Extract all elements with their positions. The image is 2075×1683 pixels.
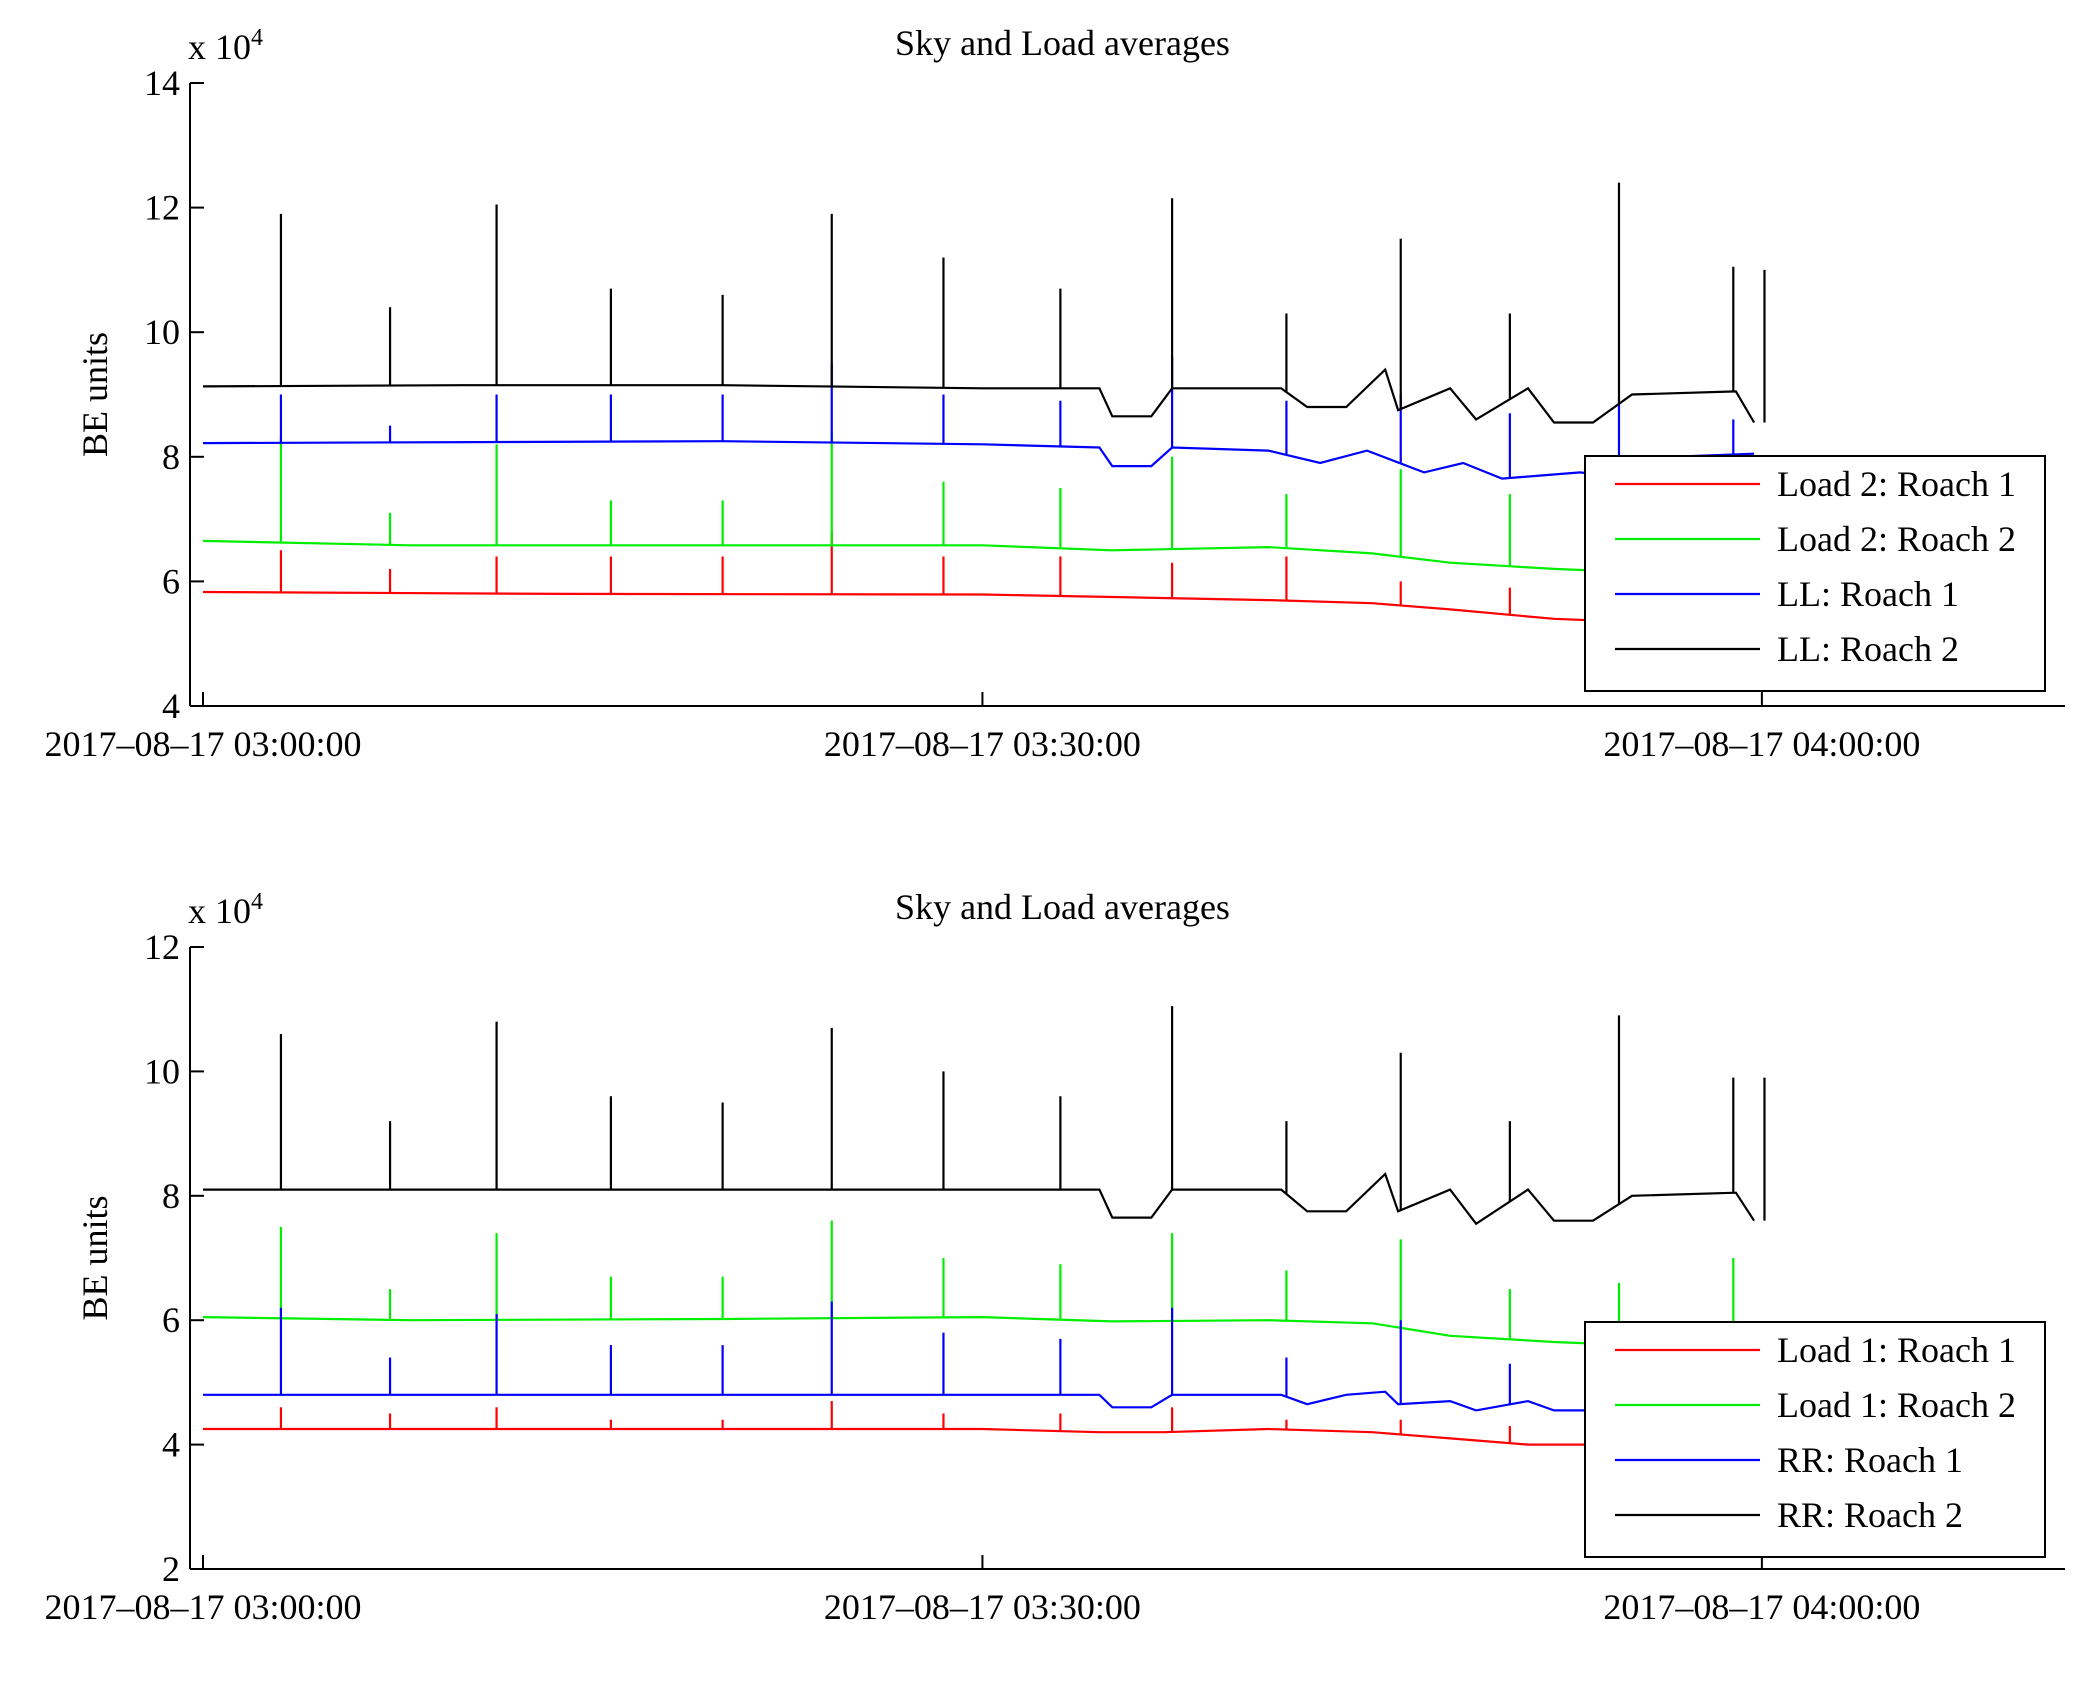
x-tick-label: 2017–08–17 03:00:00 <box>44 1587 361 1627</box>
y-tick-label: 10 <box>144 1051 180 1091</box>
legend-label: RR: Roach 1 <box>1777 1440 1963 1480</box>
y-tick-label: 4 <box>162 1425 180 1465</box>
y-tick-label: 12 <box>144 188 180 228</box>
series-line-2 <box>203 1390 1755 1412</box>
x-tick-label: 2017–08–17 04:00:00 <box>1603 1587 1920 1627</box>
y-tick-label: 12 <box>144 927 180 967</box>
y-axis-label: BE units <box>75 1195 115 1320</box>
x-tick-label: 2017–08–17 03:30:00 <box>824 724 1141 764</box>
y-tick-label: 8 <box>162 1176 180 1216</box>
y-exponent-label: x 104 <box>188 889 263 931</box>
x-tick-label: 2017–08–17 03:30:00 <box>824 1587 1141 1627</box>
y-tick-label: 4 <box>162 686 180 726</box>
y-tick-label: 10 <box>144 312 180 352</box>
chart-title: Sky and Load averages <box>895 23 1230 63</box>
legend: Load 2: Roach 1 Load 2: Roach 2 LL: Roach … <box>1584 455 2046 692</box>
legend-label: LL: Roach 1 <box>1777 574 1959 614</box>
series-group <box>202 182 1766 624</box>
y-exponent-label: x 104 <box>188 25 263 67</box>
legend-label: Load 2: Roach 1 <box>1777 464 2016 504</box>
y-exponent-power: 4 <box>251 25 263 51</box>
y-axis-label: BE units <box>75 332 115 457</box>
x-tick-label: 2017–08–17 03:00:00 <box>44 724 361 764</box>
series-line-1 <box>202 1315 1755 1347</box>
series-line-3 <box>203 1172 1756 1226</box>
legend-label: Load 1: Roach 1 <box>1777 1330 2016 1370</box>
legend-label: Load 2: Roach 2 <box>1777 519 2016 559</box>
y-exponent-power: 4 <box>251 889 263 915</box>
legend-label: Load 1: Roach 2 <box>1777 1385 2016 1425</box>
y-tick-label: 6 <box>162 1300 180 1340</box>
legend-box <box>1584 455 2046 692</box>
legend-box <box>1584 1321 2046 1558</box>
legend: Load 1: Roach 1 Load 1: Roach 2 RR: Roach … <box>1584 1321 2046 1558</box>
series-line-1 <box>202 539 1755 574</box>
series-line-2 <box>202 440 1755 480</box>
y-tick-label: 2 <box>162 1549 180 1589</box>
series-group <box>202 1006 1766 1446</box>
y-tick-label: 8 <box>162 437 180 477</box>
chart-title: Sky and Load averages <box>895 887 1230 927</box>
y-exponent-base: x 10 <box>188 891 251 931</box>
legend-label: RR: Roach 2 <box>1777 1495 1963 1535</box>
series-line-3 <box>202 367 1756 424</box>
legend-label: LL: Roach 2 <box>1777 629 1959 669</box>
series-line-0 <box>202 590 1755 624</box>
y-tick-label: 14 <box>144 63 180 103</box>
x-tick-label: 2017–08–17 04:00:00 <box>1603 724 1920 764</box>
y-tick-label: 6 <box>162 561 180 601</box>
y-exponent-base: x 10 <box>188 27 251 67</box>
series-line-0 <box>203 1427 1755 1446</box>
